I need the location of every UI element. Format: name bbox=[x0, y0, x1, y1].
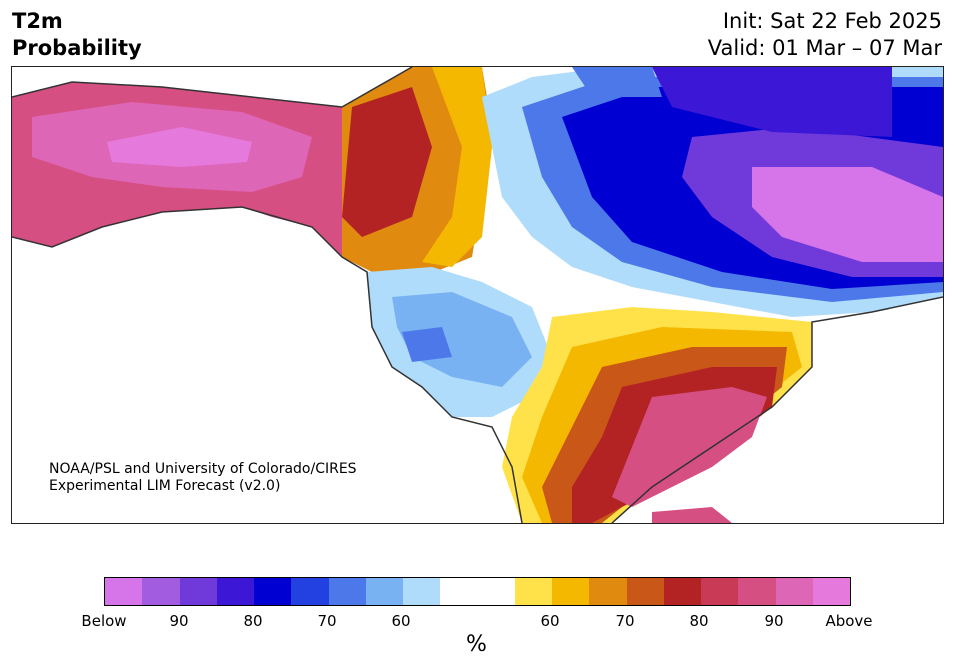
credit-line-1: NOAA/PSL and University of Colorado/CIRE… bbox=[49, 461, 357, 477]
title-line-1: T2m bbox=[12, 9, 63, 33]
colorbar-tick-label: 60 bbox=[540, 612, 560, 630]
colorbar-swatch bbox=[142, 578, 180, 605]
colorbar-swatch bbox=[775, 578, 813, 605]
region-below-greenland bbox=[572, 67, 662, 97]
region-below-nevada bbox=[402, 327, 452, 362]
colorbar-tick-label: 80 bbox=[243, 612, 263, 630]
colorbar-swatch bbox=[365, 578, 403, 605]
title-line-2: Probability bbox=[12, 36, 142, 60]
region-above-canada-red bbox=[342, 87, 432, 237]
colorbar-tick-label: Below bbox=[81, 612, 127, 630]
colorbar-swatch bbox=[291, 578, 329, 605]
colorbar-swatch bbox=[216, 578, 254, 605]
colorbar-swatch bbox=[254, 578, 292, 605]
colorbar-tick-label: 90 bbox=[764, 612, 784, 630]
map-panel: NOAA/PSL and University of Colorado/CIRE… bbox=[11, 66, 944, 524]
colorbar-swatch bbox=[403, 578, 441, 605]
coastline-outline bbox=[12, 67, 943, 523]
colorbar-swatch bbox=[477, 578, 515, 605]
region-below-labrador bbox=[752, 167, 943, 262]
colorbar-swatch bbox=[105, 578, 143, 605]
init-date: Init: Sat 22 Feb 2025 bbox=[722, 9, 942, 33]
colorbar-swatch bbox=[552, 578, 590, 605]
region-above-canada-yellow bbox=[422, 67, 492, 267]
data-credit: NOAA/PSL and University of Colorado/CIRE… bbox=[49, 461, 357, 495]
region-below-arctic bbox=[652, 67, 892, 137]
colorbar-tick-label: Above bbox=[825, 612, 873, 630]
colorbar-swatch bbox=[626, 578, 664, 605]
colorbar bbox=[104, 577, 851, 606]
region-below-west-us-core bbox=[392, 292, 532, 387]
colorbar-swatch bbox=[589, 578, 627, 605]
colorbar-swatch bbox=[179, 578, 217, 605]
colorbar-swatch bbox=[738, 578, 776, 605]
colorbar-swatch bbox=[440, 578, 478, 605]
region-above-cuba bbox=[652, 507, 732, 523]
credit-line-2: Experimental LIM Forecast (v2.0) bbox=[49, 478, 281, 494]
colorbar-unit: % bbox=[466, 632, 487, 657]
map-title: T2m Probability bbox=[12, 8, 142, 62]
valid-date: Valid: 01 Mar – 07 Mar bbox=[707, 36, 942, 60]
colorbar-tick-label: 90 bbox=[169, 612, 189, 630]
colorbar-swatch bbox=[514, 578, 552, 605]
probability-map bbox=[12, 67, 943, 523]
colorbar-swatch bbox=[328, 578, 366, 605]
region-above-alaska-peak bbox=[107, 127, 252, 167]
colorbar-tick-label: 80 bbox=[689, 612, 709, 630]
colorbar-swatch bbox=[701, 578, 739, 605]
colorbar-tick-label: 70 bbox=[615, 612, 635, 630]
forecast-dates: Init: Sat 22 Feb 2025 Valid: 01 Mar – 07… bbox=[708, 8, 942, 62]
colorbar-swatch bbox=[812, 578, 850, 605]
colorbar-swatch bbox=[663, 578, 701, 605]
colorbar-tick-label: 60 bbox=[391, 612, 411, 630]
colorbar-tick-label: 70 bbox=[317, 612, 337, 630]
region-above-florida bbox=[612, 387, 767, 507]
